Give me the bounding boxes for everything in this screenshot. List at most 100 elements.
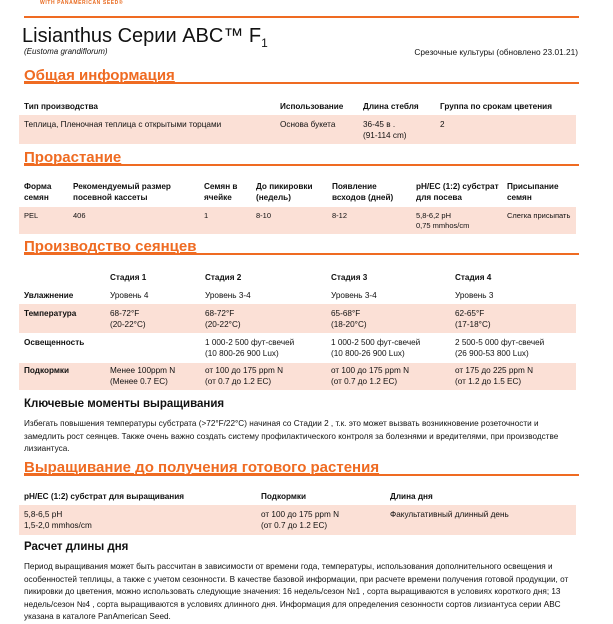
stage-header: Стадия 4 [455,273,492,282]
row-label: Подкормки [24,366,70,375]
line: Форма [24,182,52,191]
line: 1 000-2 500 фут-свечей [205,338,295,347]
line: Присыпание [507,182,559,191]
cell: Основа букета [280,120,336,129]
line: (от 0.7 до 1.2 EC) [261,521,328,530]
col-header: Использование [280,102,344,111]
col-header: Длина дня [390,492,433,501]
cell: 68-72°F (20-22°C) [205,308,241,330]
cell: 0,75 mmhos/cm [416,221,470,230]
section-heading: Прорастание [24,149,122,166]
cell: Уровень 3-4 [205,291,251,300]
cell: 1 000-2 500 фут-свечей (10 800-26 900 Lux… [205,337,294,359]
cell: от 100 до 175 ppm N (от 0.7 до 1.2 EC) [261,509,339,531]
cell: 36-45 в . [363,120,396,129]
line: Появление [332,182,377,191]
row-label: Увлажнение [24,291,74,300]
key-points-heading: Ключевые моменты выращивания [24,398,225,410]
line: (10 800-26 900 Lux) [331,349,405,358]
cell: от 100 до 175 ppm N (от 0.7 до 1.2 EC) [205,365,283,387]
header-divider [24,16,579,18]
section-heading: Выращивание до получения готового растен… [24,459,380,476]
general-header-row: Тип производства Использование Длина сте… [19,101,576,115]
col-header: Рекомендуемый размер посевной кассеты [73,181,171,203]
cell: PEL [24,211,39,220]
stage-header: Стадия 3 [331,273,368,282]
col-header: Появление всходов (дней) [332,181,393,203]
cell: 8-12 [332,211,348,220]
line: 2 500-5 000 фут-свечей [455,338,545,347]
latin-name: (Eustoma grandiflorum) [24,47,108,56]
cell: 1 000-2 500 фут-свечей (10 800-26 900 Lux… [331,337,420,359]
cell: 2 500-5 000 фут-свечей (26 900-53 800 Lux… [455,337,544,359]
line: (20-22°C) [205,320,241,329]
seedling-row-temperature: Температура 68-72°F (20-22°C) 68-72°F (20-… [19,304,576,333]
daylength-text: Период выращивания может быть рассчитан … [24,562,569,621]
col-header: Подкормки [261,492,307,501]
section-finishing: Выращивание до получения готового растен… [24,459,579,476]
seedling-row-moisture: Увлажнение Уровень 4 Уровень 3-4 Уровень… [19,286,576,304]
row-label: Температура [24,309,77,318]
line: Рекомендуемый размер [73,182,171,191]
line: 1,5-2,0 mmhos/cm [24,521,92,530]
daylength-heading: Расчет длины дня [24,541,129,553]
cell: Уровень 4 [110,291,149,300]
col-header: pH/EC (1:2) субстрат для посева [416,181,499,203]
line: (Менее 0.7 EC) [110,377,168,386]
line: посевной кассеты [73,193,148,202]
cell: 62-65°F (17-18°C) [455,308,491,330]
cell: 2 [440,120,445,129]
cell: Теплица, Пленочная теплица с открытыми т… [24,120,222,129]
cell: 65-68°F (18-20°C) [331,308,367,330]
line: 68-72°F [110,309,140,318]
col-header: Присыпание семян [507,181,559,203]
section-heading: Производство сеянцев [24,238,197,255]
col-header: pH/EC (1:2) субстрат для выращивания [24,492,185,501]
seedling-row-feeding: Подкормки Менее 100ppm N (Менее 0.7 EC) о… [19,363,576,390]
cell: 5,8-6,5 pH 1,5-2,0 mmhos/cm [24,509,92,531]
line: от 100 до 175 ppm N [205,366,283,375]
section-germination: Прорастание [24,149,579,166]
brand-logo-text: WITH PANAMERICAN SEED® [40,0,124,6]
line: Менее 100ppm N [110,366,176,375]
line: 65-68°F [331,309,361,318]
line: (26 900-53 800 Lux) [455,349,529,358]
line: от 100 до 175 ppm N [331,366,409,375]
cell: 68-72°F (20-22°C) [110,308,146,330]
col-header: Тип производства [24,102,98,111]
cell: Слегка присыпать [507,211,571,220]
cell: Факультативный длинный день [390,510,509,519]
col-header: До пикировки (недель) [256,181,313,203]
line: Семян в [204,182,238,191]
cell: 5,8-6,2 pH [416,211,452,220]
stage-header-row: Стадия 1 Стадия 2 Стадия 3 Стадия 4 [19,272,576,286]
key-points-text: Избегать повышения температуры субстрата… [24,419,559,453]
line: для посева [416,193,462,202]
section-seedlings: Производство сеянцев [24,238,579,255]
line: семян [24,193,49,202]
cell: 406 [73,211,86,220]
line: ячейке [204,193,232,202]
line: (от 0.7 до 1.2 EC) [331,377,398,386]
section-general: Общая информация [24,67,579,84]
cell: Уровень 3 [455,291,494,300]
seedling-row-light: Освещенность 1 000-2 500 фут-свечей (10 8… [19,333,576,363]
germination-header-row: Форма семян Рекомендуемый размер посевной … [19,181,576,207]
line: всходов (дней) [332,193,394,202]
col-header: Семян в ячейке [204,181,237,203]
line: (17-18°C) [455,320,491,329]
finishing-header-row: pH/EC (1:2) субстрат для выращивания Под… [19,491,576,505]
general-data-row: Теплица, Пленочная теплица с открытыми т… [19,115,576,144]
stage-header: Стадия 2 [205,273,242,282]
line: семян [507,193,532,202]
line: от 100 до 175 ppm N [261,510,339,519]
section-heading: Общая информация [24,67,175,84]
line: 62-65°F [455,309,485,318]
line: (от 0.7 до 1.2 EC) [205,377,272,386]
cell: 8-10 [256,211,272,220]
col-header: Группа по срокам цветения [440,102,552,111]
line: (18-20°C) [331,320,367,329]
cell: Уровень 3-4 [331,291,377,300]
germination-data-row: PEL 406 1 8-10 8-12 5,8-6,2 pH 0,75 mmho… [19,207,576,234]
cell: 1 [204,211,209,220]
